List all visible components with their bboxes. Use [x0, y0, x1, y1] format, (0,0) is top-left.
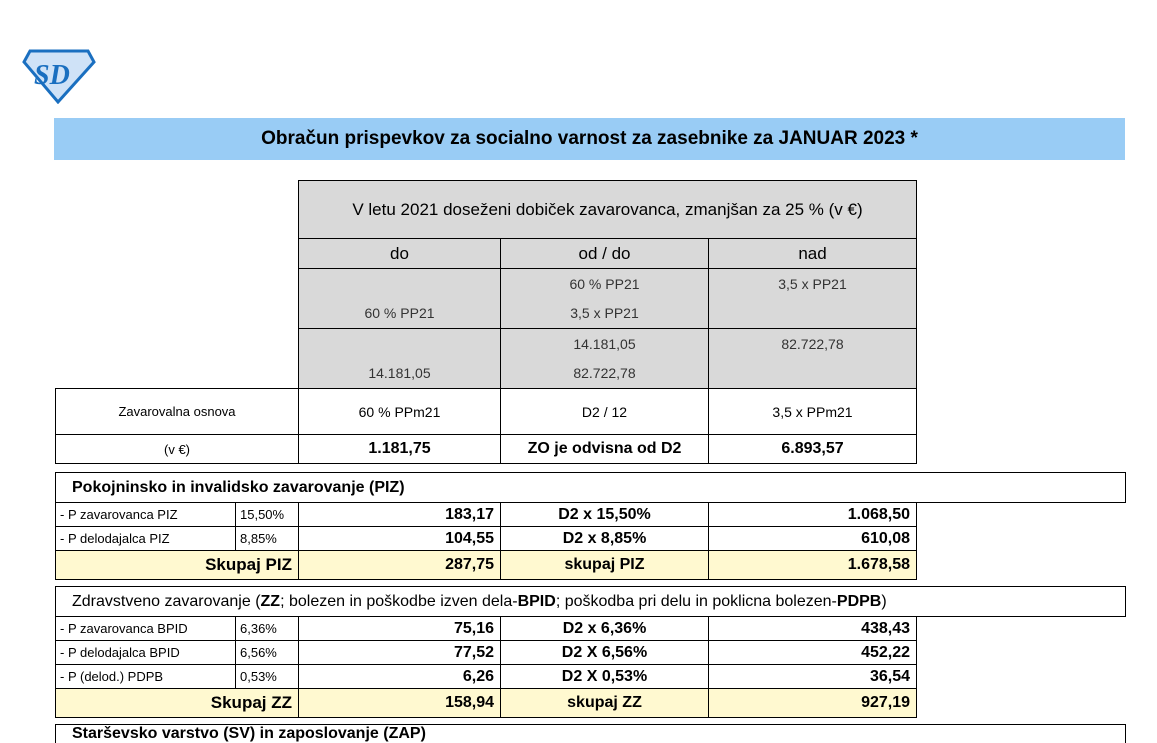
title-part: PDPB	[836, 592, 882, 610]
row-min: 75,16	[298, 616, 501, 641]
limit-pct: 60 % PP21 3,5 x PP21	[500, 268, 709, 329]
limit-text: 60 % PP21	[569, 275, 640, 292]
row-min: 183,17	[298, 502, 501, 527]
row-formula: D2 X 6,56%	[500, 640, 709, 665]
column-header: nad	[708, 238, 917, 269]
zo-formula: 60 % PPm21	[298, 388, 501, 435]
row-max: 610,08	[708, 526, 917, 551]
row-label: - P zavarovanca BPID	[55, 616, 236, 641]
row-min: 6,26	[298, 664, 501, 689]
row-formula: D2 X 0,53%	[500, 664, 709, 689]
svg-text:SD: SD	[34, 60, 70, 91]
zo-label: Zavarovalna osnova	[55, 388, 299, 435]
zo-unit: (v €)	[55, 434, 299, 464]
row-pct: 6,56%	[235, 640, 299, 665]
total-label: Skupaj ZZ	[55, 688, 299, 718]
row-label: - P delodajalca BPID	[55, 640, 236, 665]
row-max: 1.068,50	[708, 502, 917, 527]
zo-value: ZO je odvisna od D2	[500, 434, 709, 464]
column-header: od / do	[500, 238, 709, 269]
page-title: Obračun prispevkov za socialno varnost z…	[54, 118, 1125, 160]
row-label: - P zavarovanca PIZ	[55, 502, 236, 527]
limit-text: 14.181,05	[368, 365, 431, 382]
total-min: 287,75	[298, 550, 501, 580]
section-title: Pokojninsko in invalidsko zavarovanje (P…	[55, 472, 1126, 503]
limit-text: 3,5 x PP21	[778, 275, 847, 292]
row-min: 104,55	[298, 526, 501, 551]
title-part: ; bolezen in poškodbe izven dela-	[280, 592, 518, 610]
title-part: )	[881, 592, 887, 610]
row-pct: 8,85%	[235, 526, 299, 551]
section-title: Starševsko varstvo (SV) in zaposlovanje …	[55, 724, 1126, 743]
zo-value: 6.893,57	[708, 434, 917, 464]
limit-eur: 14.181,05	[298, 328, 501, 389]
limit-eur: 14.181,05 82.722,78	[500, 328, 709, 389]
row-label: - P (delod.) PDPB	[55, 664, 236, 689]
top-header: V letu 2021 doseženi dobiček zavarovanca…	[298, 180, 917, 239]
limit-eur: 82.722,78	[708, 328, 917, 389]
row-min: 77,52	[298, 640, 501, 665]
column-header: do	[298, 238, 501, 269]
total-formula: skupaj PIZ	[500, 550, 709, 580]
row-pct: 0,53%	[235, 664, 299, 689]
limit-text: 60 % PP21	[364, 305, 435, 322]
row-pct: 6,36%	[235, 616, 299, 641]
row-formula: D2 x 8,85%	[500, 526, 709, 551]
limit-text: 3,5 x PP21	[570, 305, 639, 322]
row-max: 438,43	[708, 616, 917, 641]
row-max: 452,22	[708, 640, 917, 665]
sd-logo: SD	[22, 49, 96, 104]
title-part: BPID	[517, 592, 556, 610]
total-label: Skupaj PIZ	[55, 550, 299, 580]
limit-pct: 3,5 x PP21	[708, 268, 917, 329]
title-part: Zdravstveno zavarovanje (	[72, 592, 261, 610]
total-max: 927,19	[708, 688, 917, 718]
limit-text: 82.722,78	[573, 365, 636, 382]
zo-formula: D2 / 12	[500, 388, 709, 435]
total-formula: skupaj ZZ	[500, 688, 709, 718]
section-title: Zdravstveno zavarovanje (ZZ; bolezen in …	[55, 586, 1126, 617]
title-part: ; poškodba pri delu in poklicna bolezen-	[555, 592, 837, 610]
row-pct: 15,50%	[235, 502, 299, 527]
row-max: 36,54	[708, 664, 917, 689]
total-min: 158,94	[298, 688, 501, 718]
row-formula: D2 x 15,50%	[500, 502, 709, 527]
limit-pct: 60 % PP21	[298, 268, 501, 329]
row-label: - P delodajalca PIZ	[55, 526, 236, 551]
limit-text: 82.722,78	[781, 335, 844, 352]
limit-text: 14.181,05	[573, 335, 636, 352]
zo-formula: 3,5 x PPm21	[708, 388, 917, 435]
row-formula: D2 x 6,36%	[500, 616, 709, 641]
title-part: ZZ	[260, 592, 281, 610]
zo-value: 1.181,75	[298, 434, 501, 464]
total-max: 1.678,58	[708, 550, 917, 580]
